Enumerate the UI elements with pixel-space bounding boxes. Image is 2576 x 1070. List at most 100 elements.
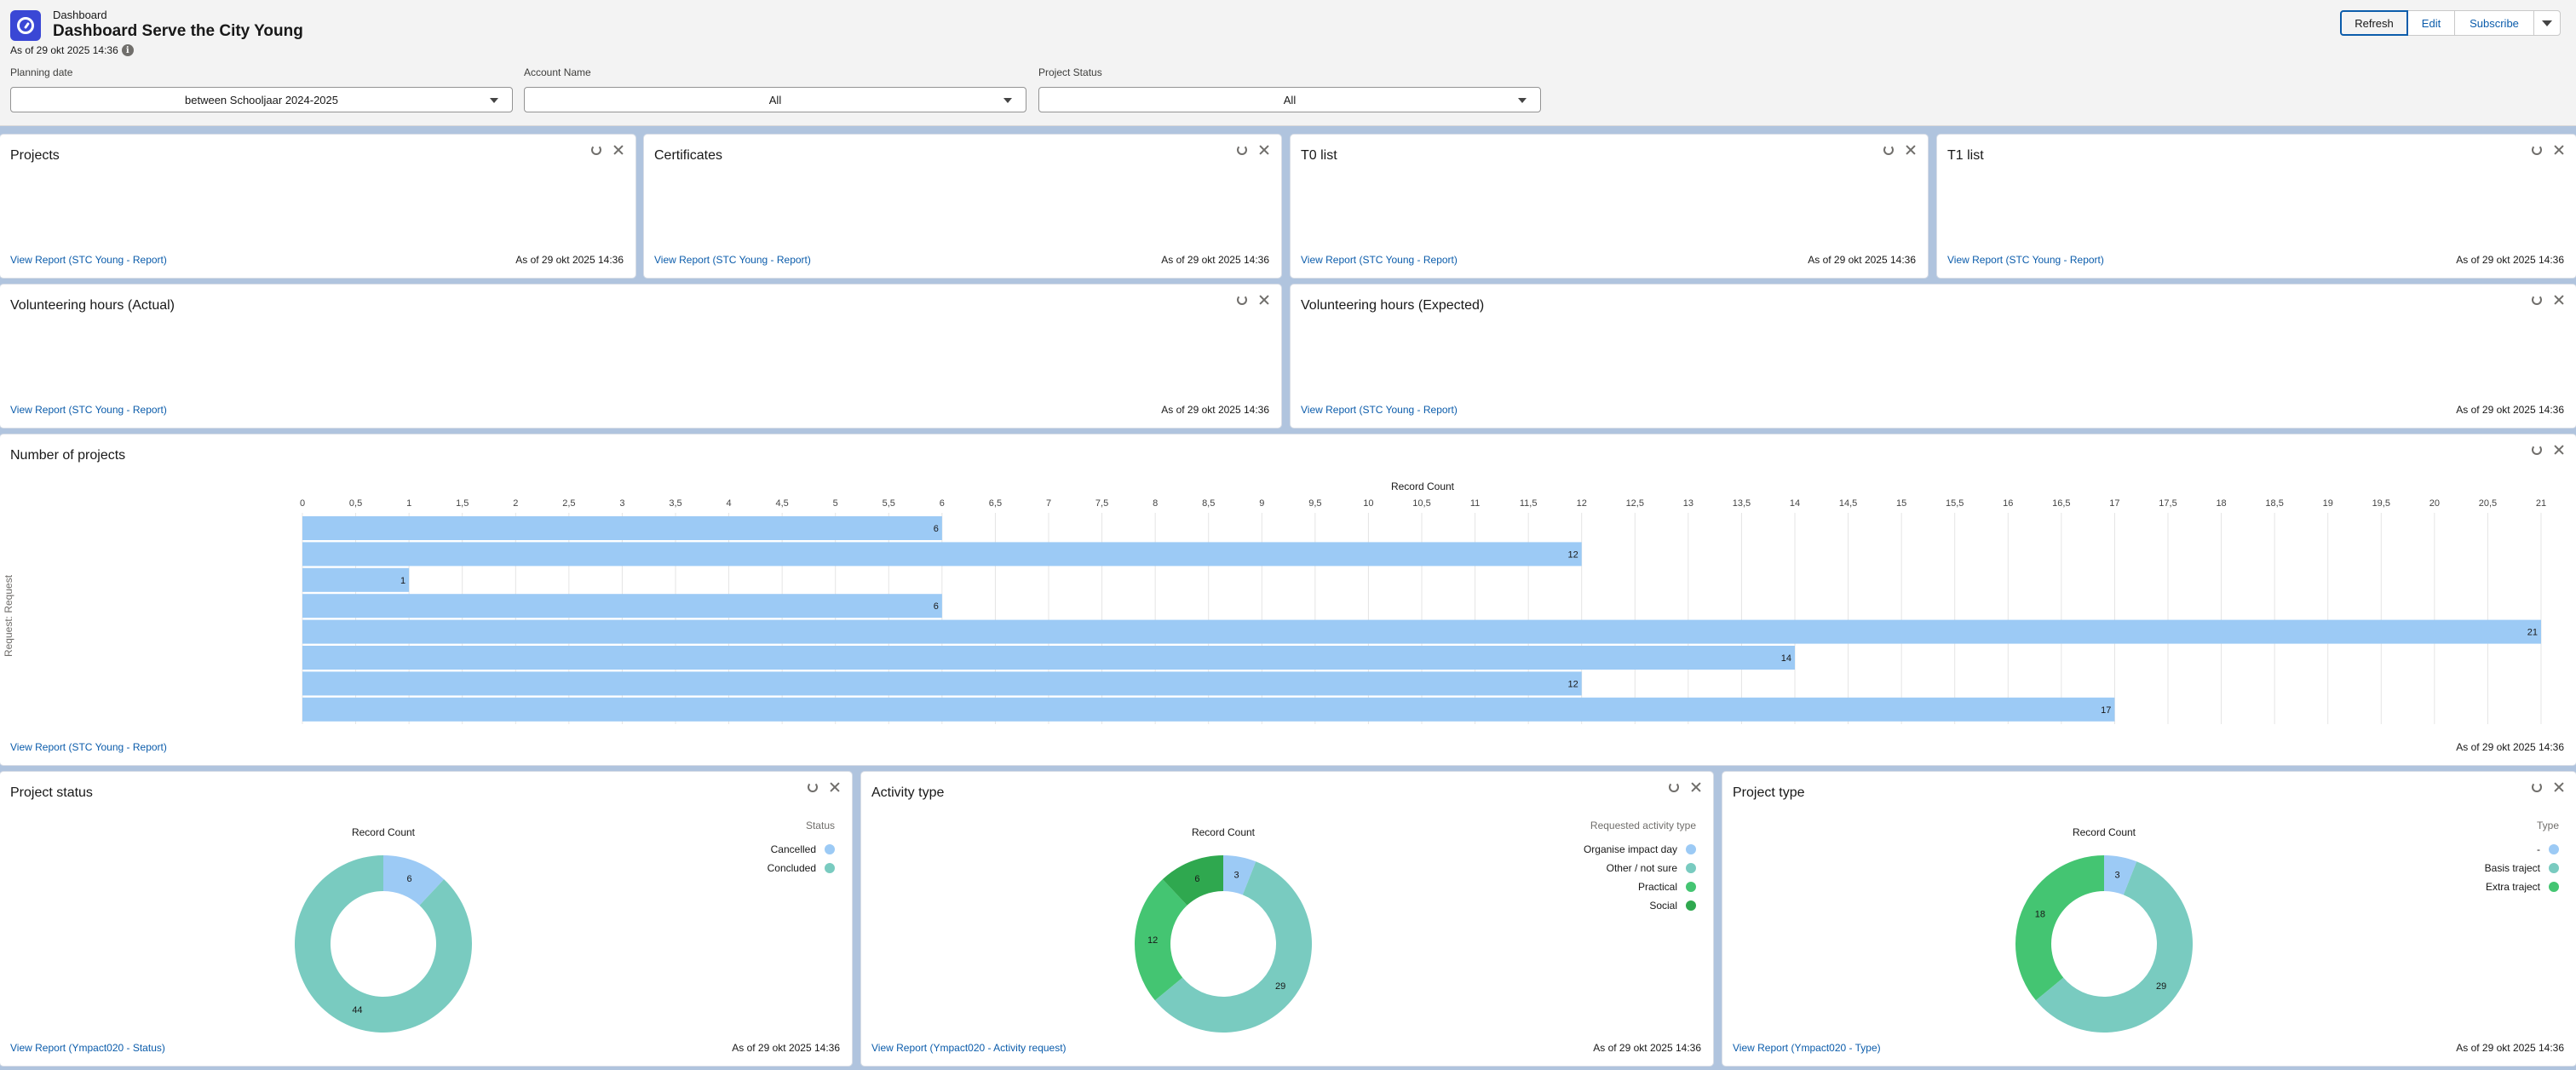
expand-icon[interactable] xyxy=(1259,145,1269,155)
x-tick-label: 1 xyxy=(406,498,411,509)
x-tick-label: 8 xyxy=(1153,498,1158,509)
card-as-of: As of 29 okt 2025 14:36 xyxy=(1161,404,1269,416)
legend-item[interactable]: Extra traject xyxy=(2485,877,2559,896)
slice-data-label: 12 xyxy=(1147,935,1158,946)
expand-icon[interactable] xyxy=(2554,145,2564,155)
card-title: Volunteering hours (Actual) xyxy=(10,298,175,313)
view-report-link[interactable]: View Report (STC Young - Report) xyxy=(654,254,811,266)
legend-item[interactable]: Basis traject xyxy=(2485,859,2559,877)
legend: Status Cancelled Concluded xyxy=(768,820,835,877)
refresh-icon[interactable] xyxy=(591,145,601,155)
view-report-link[interactable]: View Report (Ympact020 - Activity reques… xyxy=(871,1042,1067,1054)
more-actions-button[interactable] xyxy=(2533,10,2561,36)
card-title: T1 list xyxy=(1947,148,1984,163)
x-tick-label: 1,5 xyxy=(456,498,469,509)
legend-item[interactable]: Cancelled xyxy=(768,840,835,859)
card-as-of: As of 29 okt 2025 14:36 xyxy=(515,254,624,266)
expand-icon[interactable] xyxy=(1906,145,1916,155)
donut-slice xyxy=(2104,855,2137,895)
expand-icon[interactable] xyxy=(1259,295,1269,305)
refresh-icon[interactable] xyxy=(1669,782,1679,792)
bar xyxy=(302,697,2115,722)
bar xyxy=(302,646,1795,670)
refresh-icon[interactable] xyxy=(2532,782,2542,792)
donut-slice xyxy=(2015,855,2104,1001)
slice-data-label: 3 xyxy=(1233,870,1239,880)
legend-item[interactable]: Other / not sure xyxy=(1584,859,1696,877)
x-tick-label: 12 xyxy=(1577,498,1587,509)
x-tick-label: 11,5 xyxy=(1520,498,1538,509)
x-tick-label: 14 xyxy=(1790,498,1800,509)
refresh-icon[interactable] xyxy=(1237,295,1247,305)
x-tick-label: 0 xyxy=(300,498,305,509)
legend-item[interactable]: Practical xyxy=(1584,877,1696,896)
view-report-link[interactable]: View Report (STC Young - Report) xyxy=(10,254,167,266)
view-report-link[interactable]: View Report (STC Young - Report) xyxy=(10,404,167,416)
x-tick-label: 19,5 xyxy=(2372,498,2390,509)
refresh-icon[interactable] xyxy=(808,782,818,792)
card-title: Certificates xyxy=(654,148,723,163)
slice-data-label: 18 xyxy=(2035,910,2045,920)
donut-slice xyxy=(1154,861,1312,1033)
view-report-link[interactable]: View Report (STC Young - Report) xyxy=(10,741,167,753)
legend-label: Extra traject xyxy=(2485,881,2540,893)
legend-swatch xyxy=(1686,900,1696,911)
legend-label: Social xyxy=(1649,900,1677,912)
view-report-link[interactable]: View Report (STC Young - Report) xyxy=(1301,404,1458,416)
donut-slice xyxy=(2035,861,2193,1033)
filter-value: All xyxy=(1283,93,1297,106)
slice-data-label: 44 xyxy=(352,1005,362,1015)
card-as-of: As of 29 okt 2025 14:36 xyxy=(2456,1042,2564,1054)
filter-planning-date-select[interactable]: between Schooljaar 2024-2025 xyxy=(10,87,513,112)
card-as-of: As of 29 okt 2025 14:36 xyxy=(2456,254,2564,266)
info-icon[interactable]: i xyxy=(121,44,134,56)
x-tick-label: 21 xyxy=(2536,498,2546,509)
refresh-icon[interactable] xyxy=(2532,145,2542,155)
subscribe-button[interactable]: Subscribe xyxy=(2454,10,2534,36)
x-tick-label: 19 xyxy=(2323,498,2333,509)
slice-data-label: 6 xyxy=(1194,874,1199,884)
legend-swatch xyxy=(2549,844,2559,854)
legend-swatch xyxy=(825,844,835,854)
x-tick-label: 13,5 xyxy=(1733,498,1751,509)
card-t1-list: T1 list View Report (STC Young - Report)… xyxy=(1937,135,2576,278)
x-tick-label: 7 xyxy=(1046,498,1051,509)
filter-value: between Schooljaar 2024-2025 xyxy=(185,93,338,106)
x-tick-label: 11 xyxy=(1470,498,1480,509)
card-as-of: As of 29 okt 2025 14:36 xyxy=(1593,1042,1701,1054)
refresh-icon[interactable] xyxy=(2532,295,2542,305)
card-as-of: As of 29 okt 2025 14:36 xyxy=(2456,741,2564,753)
expand-icon[interactable] xyxy=(2554,295,2564,305)
view-report-link[interactable]: View Report (Ympact020 - Status) xyxy=(10,1042,165,1054)
refresh-icon[interactable] xyxy=(1237,145,1247,155)
legend-item[interactable]: Social xyxy=(1584,896,1696,915)
view-report-link[interactable]: View Report (STC Young - Report) xyxy=(1301,254,1458,266)
refresh-icon[interactable] xyxy=(2532,445,2542,455)
expand-icon[interactable] xyxy=(830,782,840,792)
card-project-type: Project type Record Count 3 29 18 Type - Ba… xyxy=(1722,772,2576,1066)
legend-swatch xyxy=(1686,863,1696,873)
filter-account-name-select[interactable]: All xyxy=(524,87,1026,112)
view-report-link[interactable]: View Report (Ympact020 - Type) xyxy=(1733,1042,1881,1054)
card-title: Project status xyxy=(10,785,93,800)
expand-icon[interactable] xyxy=(2554,782,2564,792)
legend-item[interactable]: Organise impact day xyxy=(1584,840,1696,859)
legend-item[interactable]: - xyxy=(2485,840,2559,859)
card-project-status: Project status Record Count 6 44 Status C… xyxy=(0,772,852,1066)
donut-slice xyxy=(1162,855,1223,906)
legend-item[interactable]: Concluded xyxy=(768,859,835,877)
bar-data-label: 6 xyxy=(934,524,939,534)
edit-button[interactable]: Edit xyxy=(2407,10,2455,36)
expand-icon[interactable] xyxy=(1691,782,1701,792)
expand-icon[interactable] xyxy=(613,145,624,155)
donut-slice xyxy=(383,855,445,906)
bar-data-label: 12 xyxy=(1567,549,1578,560)
x-tick-label: 3 xyxy=(619,498,624,509)
x-tick-label: 6,5 xyxy=(989,498,1002,509)
refresh-button[interactable]: Refresh xyxy=(2340,10,2408,36)
filter-project-status-select[interactable]: All xyxy=(1038,87,1541,112)
view-report-link[interactable]: View Report (STC Young - Report) xyxy=(1947,254,2104,266)
card-as-of: As of 29 okt 2025 14:36 xyxy=(1808,254,1916,266)
card-certificates: Certificates View Report (STC Young - Re… xyxy=(644,135,1281,278)
refresh-icon[interactable] xyxy=(1883,145,1894,155)
